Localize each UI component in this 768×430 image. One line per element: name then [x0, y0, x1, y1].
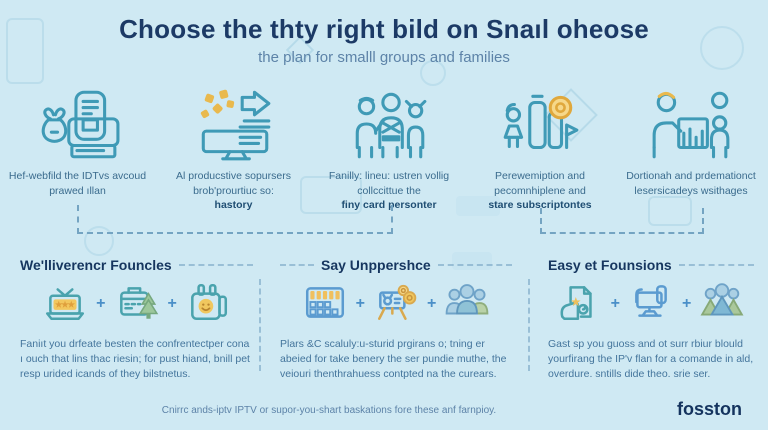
easel-coins-icon: [373, 281, 419, 328]
feature-caption-bold: hastory: [214, 199, 253, 212]
dash-line: [178, 264, 253, 266]
feature-caption: Fanilly: lineu: ustren vollig collccittu…: [328, 170, 450, 197]
feature-caption: Al producstive sopursers brob'prourtiuc …: [176, 170, 291, 197]
people-group-icon: [444, 281, 490, 328]
section-title: Easy et Founsions: [548, 257, 672, 273]
dash-line: [280, 264, 314, 266]
dash-line: [678, 264, 754, 266]
section-header: Easy et Founsions: [548, 257, 754, 273]
feature-caption-bold: finy card personter: [341, 199, 437, 212]
section-header: Say Unppershce: [280, 257, 512, 273]
feature-row: Hef-webfild the IDTvs avcoud prawed ılla…: [0, 84, 768, 213]
box-tree-icon: [114, 281, 160, 328]
plus-separator: +: [355, 295, 365, 312]
devices-pouch-icon: [7, 84, 148, 162]
feature-item-5: Dortionah and prdemationct lesersicadeys…: [614, 84, 768, 198]
feature-item-2: Al producstive sopursers brob'prourtiuc …: [155, 84, 312, 213]
section-divider: [528, 279, 530, 371]
plus-separator: +: [682, 295, 692, 312]
header: Choose the thty right bild on Snaıl oheo…: [0, 14, 768, 66]
monitor-arrow-icon: [162, 84, 305, 162]
plus-separator: +: [427, 295, 437, 312]
page-title: Choose the thty right bild on Snaıl oheo…: [119, 14, 649, 44]
connector-bracket-left: [77, 205, 393, 234]
feature-caption: Dortionah and prdemationct lesersicadeys…: [626, 170, 756, 197]
brand-logo: fosston: [677, 399, 742, 419]
section-icons: + +: [280, 276, 512, 332]
feature-item-4: Perewemiption and pecomnhiplene and star…: [466, 84, 614, 213]
section-say-unppershce: Say Unppershce: [280, 257, 512, 382]
section-description: Faniıt you drfeate besten the confrentec…: [20, 338, 250, 380]
tv-stars-icon: [42, 281, 88, 328]
footer-note: Cnirrc ands-iptv IPTV or supor-you-shart…: [161, 405, 497, 416]
feature-item-3: Fanilly: lineu: ustren vollig collccittu…: [312, 84, 466, 213]
section-divider: [259, 279, 261, 371]
connector-bracket-right: [540, 208, 704, 234]
people-triangles-icon: [699, 281, 745, 328]
people-chart-icon: [621, 84, 761, 162]
section-icons: + +: [20, 276, 253, 332]
feature-item-1: Hef-webfild the IDTvs avcoud prawed ılla…: [0, 84, 155, 198]
section-welliverencr: We'lliverencr Founcles +: [20, 257, 253, 382]
section-title: Say Unppershce: [321, 257, 431, 273]
section-header: We'lliverencr Founcles: [20, 257, 253, 273]
dash-line: [437, 264, 512, 266]
storefront-icon: [302, 281, 348, 328]
bag-smiley-icon: [185, 281, 231, 328]
section-description: Gast sp you guoss and ot surr rbiur blou…: [548, 338, 754, 380]
section-description: Plars &C scaluly:u-sturid prgirans o; tn…: [280, 338, 507, 380]
feature-caption: Perewemiption and pecomnhiplene and: [494, 170, 586, 197]
section-icons: + +: [548, 276, 754, 332]
section-title: We'lliverencr Founcles: [20, 257, 172, 273]
feature-caption: Hef-webfild the IDTvs avcoud prawed ılla…: [8, 170, 147, 197]
family-icon: [319, 84, 459, 162]
monitor-desk-icon: [628, 281, 674, 328]
hand-document-icon: [557, 281, 603, 328]
plus-separator: +: [96, 295, 106, 312]
plus-separator: +: [610, 295, 620, 312]
section-easy-founsions: Easy et Founsions +: [548, 257, 754, 382]
page-subtitle: the plan for smalll groups and families: [258, 49, 510, 66]
person-subscriptions-icon: [473, 84, 607, 162]
plus-separator: +: [167, 295, 177, 312]
feature-caption-bold: stare subscriptontes: [488, 199, 592, 212]
